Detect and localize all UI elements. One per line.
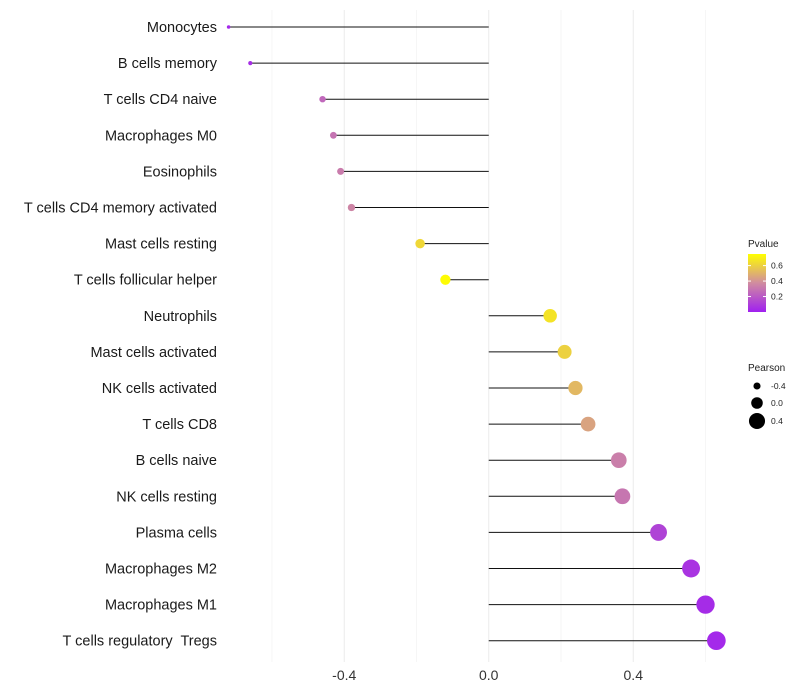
data-point — [319, 95, 326, 103]
data-point — [248, 61, 253, 66]
colorbar-tick-label: 0.2 — [771, 292, 783, 302]
pearson-legend-keys: -0.4 0.0 0.4 — [748, 381, 786, 430]
category-label: T cells follicular helper — [74, 273, 217, 289]
stem-layer — [228, 26, 717, 642]
data-point — [610, 452, 627, 469]
category-label: Eosinophils — [143, 164, 217, 180]
pearson-legend-title: Pearson — [748, 363, 785, 374]
size-key-dot — [748, 412, 766, 430]
data-point — [347, 203, 356, 212]
x-tick-label: 0.4 — [624, 667, 644, 683]
pvalue-legend-title: Pvalue — [748, 239, 779, 250]
grid-layer — [271, 10, 706, 662]
category-label: NK cells resting — [116, 489, 217, 505]
colorbar-tick-label: 0.6 — [771, 261, 783, 271]
category-label: B cells naive — [136, 453, 217, 469]
category-labels: Monocytes B cells memory T cells CD4 naive… — [24, 20, 218, 650]
x-tick-label: -0.4 — [332, 667, 356, 683]
colorbar-tick-label: 0.4 — [771, 276, 783, 286]
category-label: Mast cells resting — [105, 237, 217, 253]
category-label: Macrophages M0 — [105, 128, 217, 144]
data-point — [337, 167, 345, 175]
category-label: Monocytes — [147, 20, 217, 36]
data-point — [682, 559, 701, 578]
x-tick-label: 0.0 — [479, 667, 499, 683]
data-point — [543, 309, 557, 323]
x-axis-tick-labels: -0.4 0.0 0.4 — [332, 667, 643, 683]
data-point — [696, 595, 715, 614]
category-label: T cells CD4 memory activated — [24, 201, 217, 217]
size-key-dot — [753, 382, 761, 390]
category-label: Plasma cells — [136, 525, 217, 541]
size-key-label: 0.0 — [771, 398, 783, 408]
pvalue-legend-ticks: 0.2 0.4 0.6 — [748, 261, 783, 302]
data-point — [415, 238, 425, 249]
pvalue-colorbar — [748, 254, 766, 312]
data-point — [329, 131, 337, 139]
size-key-label: 0.4 — [771, 416, 783, 426]
category-label: Neutrophils — [144, 309, 217, 325]
data-point — [440, 274, 451, 285]
category-label: NK cells activated — [102, 381, 217, 397]
size-key-label: -0.4 — [771, 381, 786, 391]
category-label: T cells CD4 naive — [104, 92, 217, 108]
category-label: Macrophages M2 — [105, 562, 217, 578]
data-point — [580, 416, 596, 432]
data-point — [557, 344, 572, 359]
category-label: T cells regulatory Tregs — [63, 634, 217, 650]
legend: Pvalue 0.2 0.4 0.6 Pearson -0.4 0.0 0.4 — [748, 239, 786, 430]
data-point — [614, 488, 631, 505]
category-label: Macrophages M1 — [105, 598, 217, 614]
data-point — [568, 380, 583, 396]
data-point — [226, 25, 231, 29]
category-label: T cells CD8 — [142, 417, 217, 433]
size-key-dot — [751, 397, 763, 409]
data-point — [650, 523, 667, 541]
point-layer — [226, 25, 726, 651]
category-label: Mast cells activated — [90, 345, 217, 361]
data-point — [707, 631, 726, 651]
category-label: B cells memory — [118, 56, 218, 72]
